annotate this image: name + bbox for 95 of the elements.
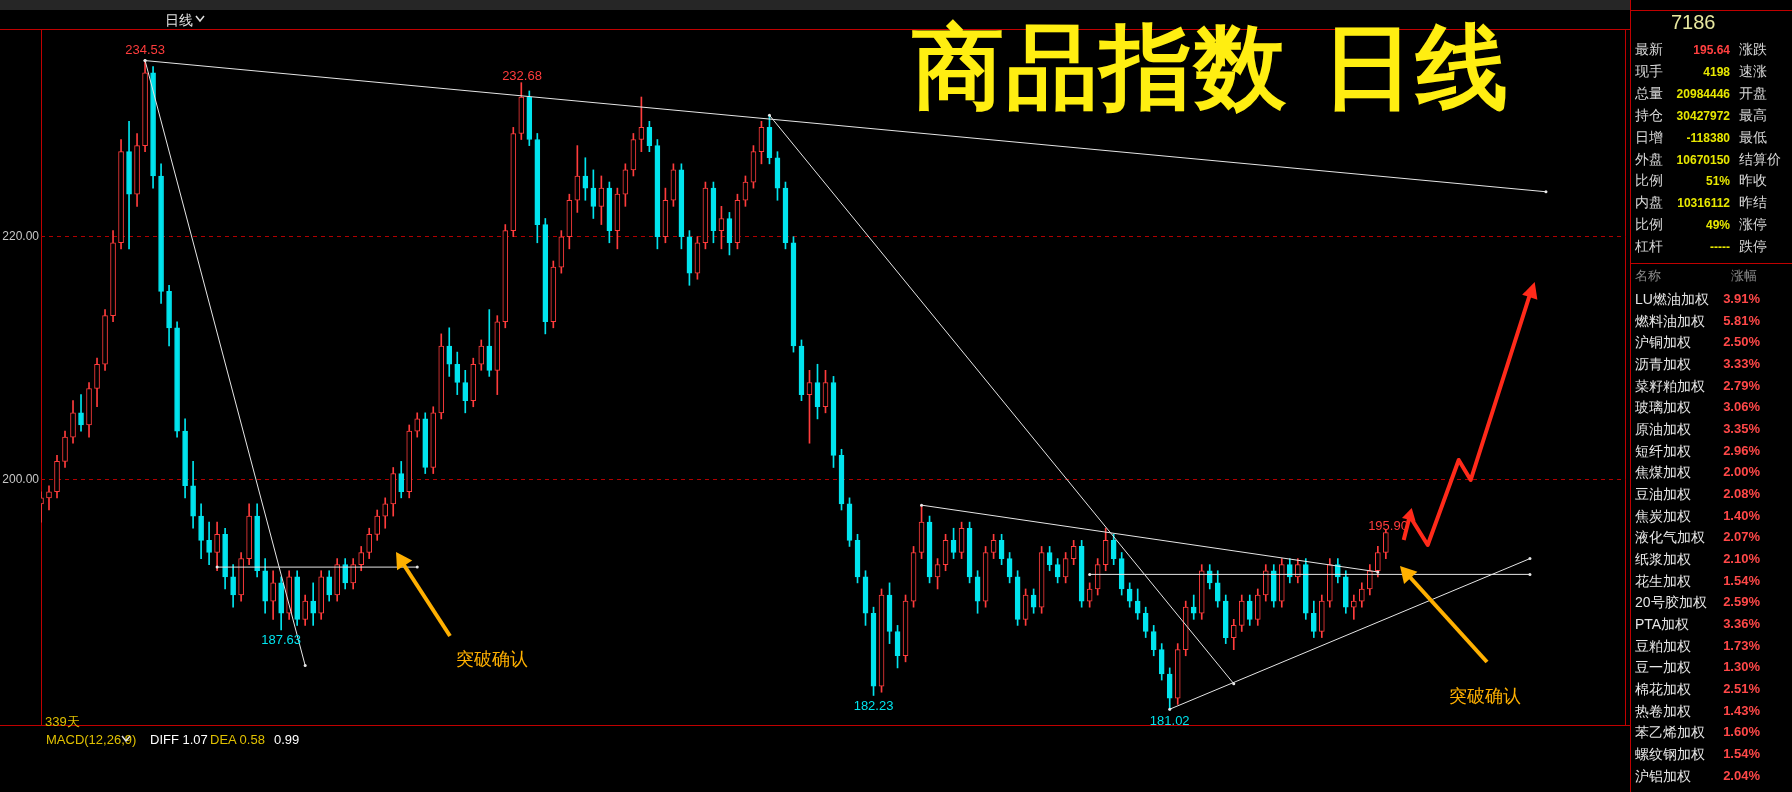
text: 3.91% — [1723, 291, 1760, 306]
text: 短纤加权 — [1635, 442, 1691, 459]
text: 最低 — [1739, 128, 1767, 145]
text: 1.43% — [1723, 702, 1760, 718]
text: 2.08% — [1723, 485, 1760, 501]
text: 最新 — [1635, 41, 1663, 57]
text: 195.64 — [1693, 43, 1730, 57]
text: 燃料油加权 — [1635, 312, 1705, 329]
annotation: 182.23 — [853, 698, 894, 714]
annotation: 232.68 — [502, 67, 542, 83]
text: DEA 0.58 — [210, 731, 265, 747]
text: 杠杆 — [1635, 238, 1663, 255]
text: 5.81% — [1723, 312, 1760, 328]
text: 0.99 — [274, 731, 300, 747]
y-tick-label: 220.00 — [2, 229, 40, 244]
text: 20号胶加权 — [1635, 594, 1707, 611]
text: 1.54% — [1723, 745, 1760, 761]
text: 10316112 — [1677, 196, 1730, 211]
text: 苯乙烯加权 — [1635, 724, 1705, 741]
text: 涨停 — [1739, 216, 1767, 233]
text: 豆粕加权 — [1635, 637, 1691, 654]
text: 51% — [1705, 174, 1730, 189]
text: MACD(12,26,9) — [46, 731, 137, 747]
text: 2.51% — [1723, 680, 1760, 696]
text: 2.59% — [1723, 594, 1760, 610]
text: 沥青加权 — [1635, 355, 1691, 372]
annotation: 突破确认 — [456, 648, 528, 669]
text: 昨结 — [1739, 194, 1767, 211]
text: 内盘 — [1635, 194, 1663, 211]
text: 10670150 — [1676, 152, 1730, 167]
text: 49% — [1705, 218, 1730, 233]
y-tick-label: 200.00 — [2, 471, 40, 486]
text: PTA加权 — [1635, 615, 1690, 632]
chart-title: 商品指数 日线 — [912, 14, 1511, 121]
text: 3.33% — [1723, 355, 1760, 371]
text: 螺纹钢加权 — [1635, 745, 1705, 762]
text: 花生加权 — [1635, 572, 1691, 589]
text: 3.35% — [1723, 420, 1760, 436]
annotation: 181.02 — [1149, 712, 1190, 728]
text: 1.73% — [1723, 637, 1760, 653]
text: 沪铝加权 — [1635, 767, 1691, 784]
text: ----- — [1710, 240, 1730, 255]
text: LU燃油加权 — [1635, 291, 1709, 307]
text: 30427972 — [1676, 108, 1730, 123]
annotation: 187.63 — [261, 632, 302, 648]
text: 2.10% — [1723, 550, 1760, 566]
text: 开盘 — [1739, 84, 1767, 101]
text: 豆油加权 — [1635, 485, 1691, 502]
text: 20984446 — [1676, 86, 1730, 101]
text: 棉花加权 — [1635, 680, 1691, 697]
text: 纸浆加权 — [1635, 550, 1691, 567]
text: 1.30% — [1723, 659, 1760, 675]
text: 3.36% — [1723, 615, 1760, 631]
text: 昨收 — [1739, 172, 1767, 189]
text: 2.50% — [1723, 334, 1760, 350]
text: 3.06% — [1723, 399, 1760, 415]
text: 菜籽粕加权 — [1635, 377, 1705, 394]
text: 1.40% — [1723, 507, 1760, 523]
text: 日增 — [1635, 128, 1663, 145]
annotation: 234.53 — [125, 41, 165, 57]
text: 原油加权 — [1635, 420, 1691, 437]
text: 沪铜加权 — [1635, 334, 1691, 351]
text: DIFF 1.07 — [150, 731, 208, 747]
annotation: 339天 — [45, 713, 80, 729]
text: 热卷加权 — [1635, 702, 1691, 719]
text: 持仓 — [1635, 106, 1663, 123]
text: -118380 — [1686, 130, 1730, 145]
text: 涨跌 — [1739, 41, 1767, 57]
text: 焦煤加权 — [1635, 464, 1691, 481]
text: 总量 — [1635, 84, 1663, 101]
text: 2.00% — [1723, 464, 1760, 480]
text: 4198 — [1703, 64, 1730, 79]
text: 现手 — [1635, 62, 1663, 79]
text: 名称 — [1635, 268, 1661, 283]
text: 结算价 — [1739, 150, 1781, 167]
text: 最高 — [1739, 106, 1767, 123]
text: 跌停 — [1739, 238, 1767, 255]
text: 液化气加权 — [1635, 529, 1705, 546]
text: 外盘 — [1635, 150, 1663, 167]
text: 涨幅 — [1731, 268, 1757, 283]
text: 玻璃加权 — [1635, 399, 1691, 416]
text: 速涨 — [1739, 62, 1767, 79]
text: 1.60% — [1723, 724, 1760, 740]
annotation: 突破确认 — [1449, 685, 1521, 706]
text: 2.04% — [1723, 767, 1760, 783]
text: 7186 — [1671, 11, 1716, 33]
text: 1.54% — [1723, 572, 1760, 588]
text: 2.96% — [1723, 442, 1760, 458]
text: 2.79% — [1723, 377, 1760, 393]
text: 比例 — [1635, 216, 1663, 233]
text: 比例 — [1635, 172, 1663, 189]
text: 日线 — [165, 11, 193, 28]
text: 豆一加权 — [1635, 659, 1691, 676]
text: 2.07% — [1723, 529, 1760, 545]
text: 焦炭加权 — [1635, 507, 1691, 524]
